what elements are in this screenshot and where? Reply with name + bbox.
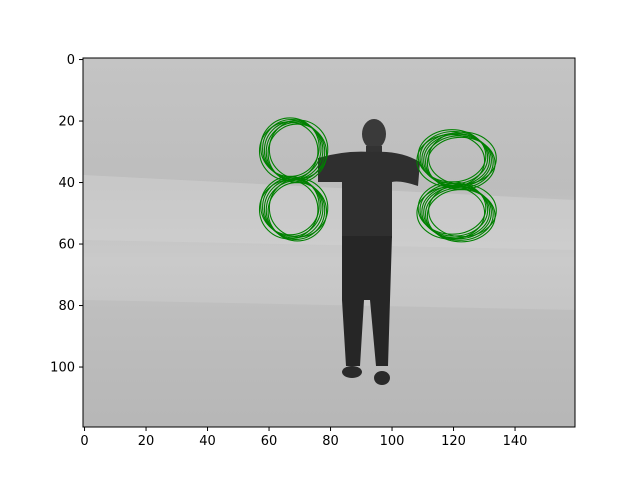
- y-tick-label: 80: [58, 299, 75, 314]
- y-tick-label: 60: [58, 238, 75, 253]
- person-silhouette: [318, 119, 420, 385]
- figure-eight-lobe: [421, 185, 491, 239]
- x-tick-label: 60: [261, 434, 278, 449]
- x-tick-label: 40: [199, 434, 216, 449]
- curve-overlay: [258, 117, 497, 243]
- figure-eight-lobe: [258, 179, 319, 240]
- x-tick-label: 0: [80, 434, 88, 449]
- x-axis: 0 20 40 60 80 100 120 140: [80, 427, 527, 449]
- figure-eight-lobe: [417, 181, 487, 235]
- figure-eight-lobe: [416, 186, 486, 240]
- x-tick-label: 120: [441, 434, 466, 449]
- x-tick-label: 80: [322, 434, 339, 449]
- grayscale-image: [83, 58, 575, 427]
- y-tick-label: 0: [67, 53, 75, 68]
- y-tick-label: 20: [58, 115, 75, 130]
- axes-frame: [82, 57, 576, 428]
- y-axis: 0 20 40 60 80 100: [50, 53, 83, 376]
- figure-eight-lobe: [267, 181, 328, 242]
- x-tick-label: 20: [138, 434, 155, 449]
- y-tick-label: 100: [50, 361, 75, 376]
- figure-eight-lobe: [428, 183, 497, 238]
- x-tick-label: 140: [503, 434, 528, 449]
- y-tick-label: 40: [58, 176, 75, 191]
- figure-eight-lobe: [426, 189, 496, 243]
- x-tick-label: 100: [380, 434, 405, 449]
- figure-eight-lobe: [260, 175, 320, 236]
